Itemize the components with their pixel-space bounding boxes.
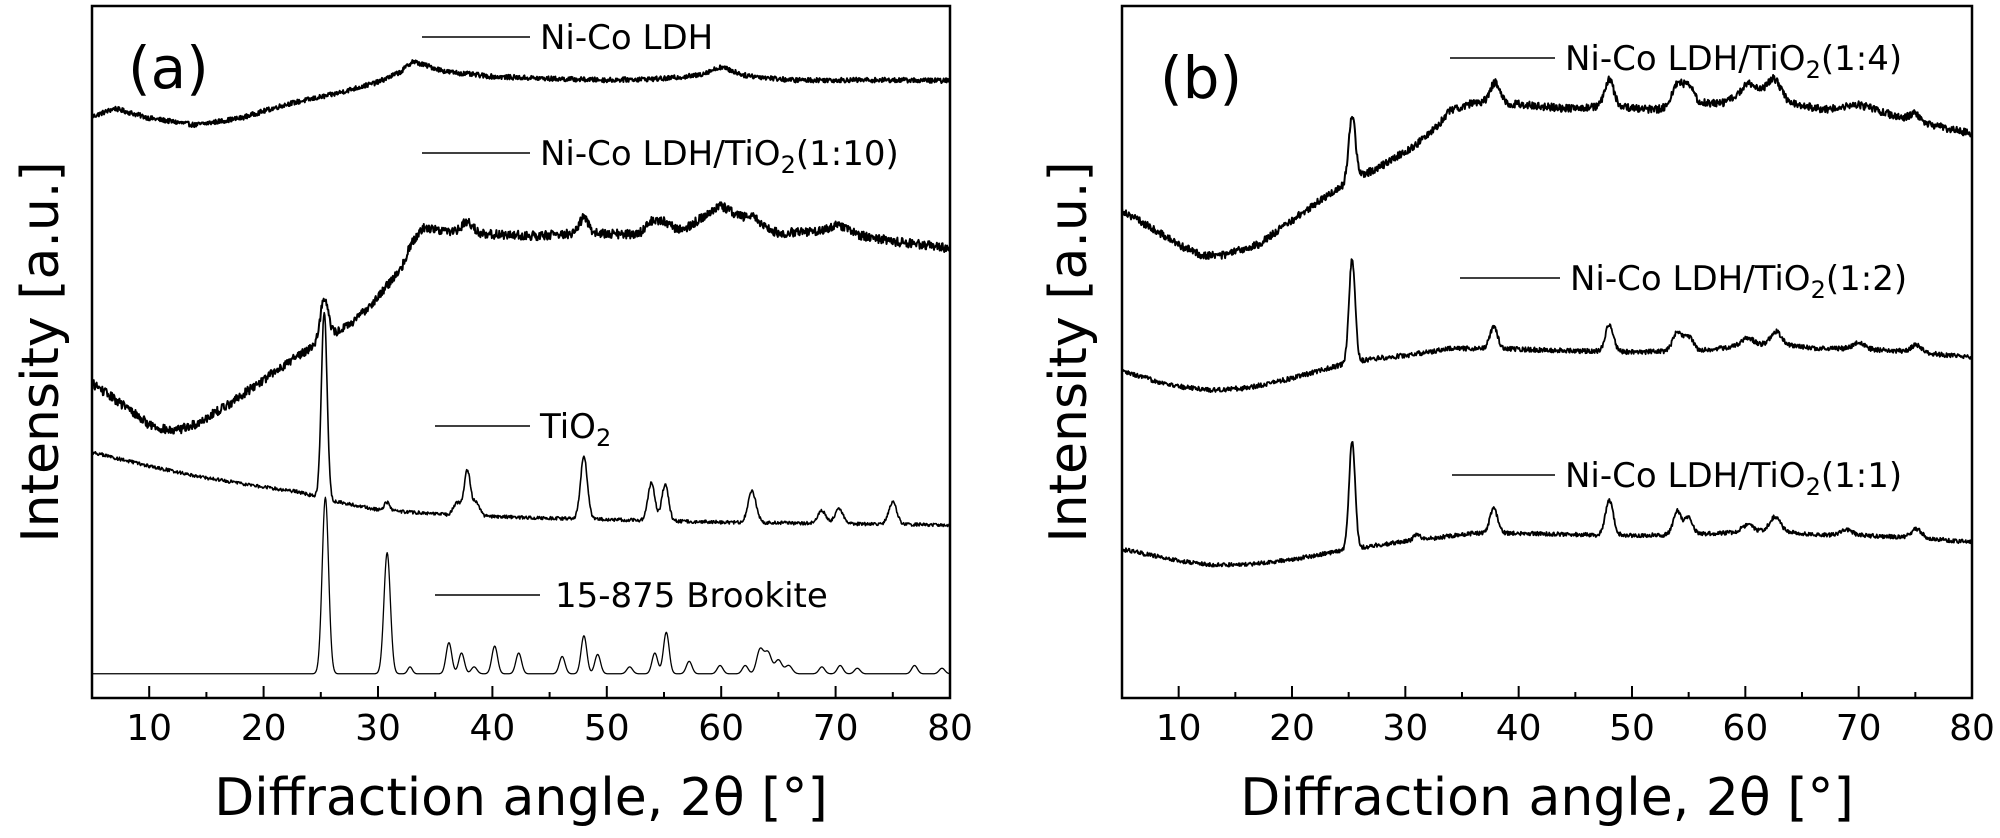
legend-label: Ni-Co LDH/TiO2(1:10) bbox=[540, 134, 899, 179]
panel-a-x-tick-label-60: 60 bbox=[698, 708, 744, 749]
legend-entry-ni-co-ldh-tio2-1-10: Ni-Co LDH/TiO2(1:10) bbox=[422, 134, 899, 179]
legend-label-sub: 2 bbox=[1806, 473, 1821, 501]
panel-b-x-tick-label-60: 60 bbox=[1722, 708, 1768, 749]
panel-b-x-tick-label-50: 50 bbox=[1609, 708, 1655, 749]
legend-label: Ni-Co LDH bbox=[540, 18, 713, 58]
legend-label-sub: 2 bbox=[1806, 56, 1821, 84]
legend-label-base: Ni-Co LDH/TiO bbox=[1570, 259, 1811, 299]
panel-a-x-ticks: 10 20 30 40 50 60 70 80 bbox=[91, 686, 973, 749]
series-line-ni-co-ldh-tio2-1-2 bbox=[1121, 258, 1973, 394]
legend-label: Ni-Co LDH/TiO2(1:4) bbox=[1565, 39, 1902, 84]
legend-entry-ni-co-ldh-tio2-1-1: Ni-Co LDH/TiO2(1:1) bbox=[1452, 456, 1902, 501]
panel-a-x-tick-label-40: 40 bbox=[469, 708, 515, 749]
panel-b-xlabel: Diffraction angle, 2θ [°] bbox=[1240, 768, 1854, 828]
panel-b-label: (b) bbox=[1160, 44, 1242, 112]
legend-label-base: Ni-Co LDH/TiO bbox=[540, 134, 781, 174]
panel-a-x-tick-label-20: 20 bbox=[241, 708, 287, 749]
legend-label: 15-875 Brookite bbox=[555, 576, 828, 616]
series-line-ni-co-ldh-tio2-1-10 bbox=[91, 201, 951, 435]
panel-b-x-tick-label-30: 30 bbox=[1382, 708, 1428, 749]
panel-a-xlabel: Diffraction angle, 2θ [°] bbox=[214, 768, 828, 828]
legend-label-base: Ni-Co LDH bbox=[540, 18, 713, 58]
panel-b-frame bbox=[1120, 4, 1974, 700]
panel-a-ylabel: Intensity [a.u.] bbox=[11, 161, 71, 542]
panel-b-x-ticks: 10 20 30 40 50 60 70 80 bbox=[1121, 686, 1995, 749]
legend-entry-ni-co-ldh-tio2-1-4: Ni-Co LDH/TiO2(1:4) bbox=[1450, 39, 1902, 84]
legend-label-tail: (1:1) bbox=[1821, 456, 1902, 496]
panel-b-x-tick-label-80: 80 bbox=[1949, 708, 1995, 749]
series-line-tio2 bbox=[91, 311, 951, 528]
legend-entry-ni-co-ldh-tio2-1-2: Ni-Co LDH/TiO2(1:2) bbox=[1460, 259, 1907, 304]
legend-label-base: 15-875 Brookite bbox=[555, 576, 828, 616]
series-line-ni-co-ldh-tio2-1-4 bbox=[1121, 73, 1973, 260]
legend-label-tail: (1:10) bbox=[796, 134, 899, 174]
legend-label-sub: 2 bbox=[1811, 276, 1826, 304]
legend-label-base: Ni-Co LDH/TiO bbox=[1565, 39, 1806, 79]
panel-b-curves bbox=[1121, 73, 1973, 568]
legend-label-tail: (1:4) bbox=[1821, 39, 1902, 79]
legend-entry-tio2: TiO2 bbox=[435, 407, 611, 452]
legend-label: TiO2 bbox=[539, 407, 611, 452]
panel-a: (a) Intensity [a.u.] Diffraction angle, … bbox=[11, 4, 973, 828]
panel-a-x-tick-label-50: 50 bbox=[584, 708, 630, 749]
legend-label-sub: 2 bbox=[781, 151, 796, 179]
panel-b-x-tick-label-40: 40 bbox=[1496, 708, 1542, 749]
legend-label-tail: (1:2) bbox=[1826, 259, 1907, 299]
panel-a-label: (a) bbox=[128, 34, 209, 102]
panel-a-x-tick-label-70: 70 bbox=[813, 708, 859, 749]
legend-label-base: Ni-Co LDH/TiO bbox=[1565, 456, 1806, 496]
panel-a-x-tick-label-80: 80 bbox=[927, 708, 973, 749]
legend-label-base: TiO bbox=[539, 407, 596, 447]
panel-b-x-tick-label-20: 20 bbox=[1269, 708, 1315, 749]
legend-label: Ni-Co LDH/TiO2(1:2) bbox=[1570, 259, 1907, 304]
series-line-ni-co-ldh-tio2-1-1 bbox=[1121, 441, 1973, 568]
series-line-ni-co-ldh bbox=[91, 59, 951, 129]
panel-a-curves bbox=[91, 59, 951, 675]
legend-entry-ni-co-ldh: Ni-Co LDH bbox=[422, 18, 713, 58]
legend-label: Ni-Co LDH/TiO2(1:1) bbox=[1565, 456, 1902, 501]
panel-b-x-tick-label-70: 70 bbox=[1836, 708, 1882, 749]
series-line-15-875-brookite bbox=[91, 496, 951, 675]
panel-b-x-tick-label-10: 10 bbox=[1156, 708, 1202, 749]
panel-a-x-tick-label-10: 10 bbox=[126, 708, 172, 749]
legend-entry-brookite: 15-875 Brookite bbox=[435, 576, 828, 616]
panel-a-frame bbox=[90, 4, 952, 700]
panel-b: (b) Intensity [a.u.] Diffraction angle, … bbox=[1039, 4, 1995, 828]
panel-b-ylabel: Intensity [a.u.] bbox=[1039, 161, 1099, 542]
legend-label-sub: 2 bbox=[596, 424, 611, 452]
panel-a-x-tick-label-30: 30 bbox=[355, 708, 401, 749]
